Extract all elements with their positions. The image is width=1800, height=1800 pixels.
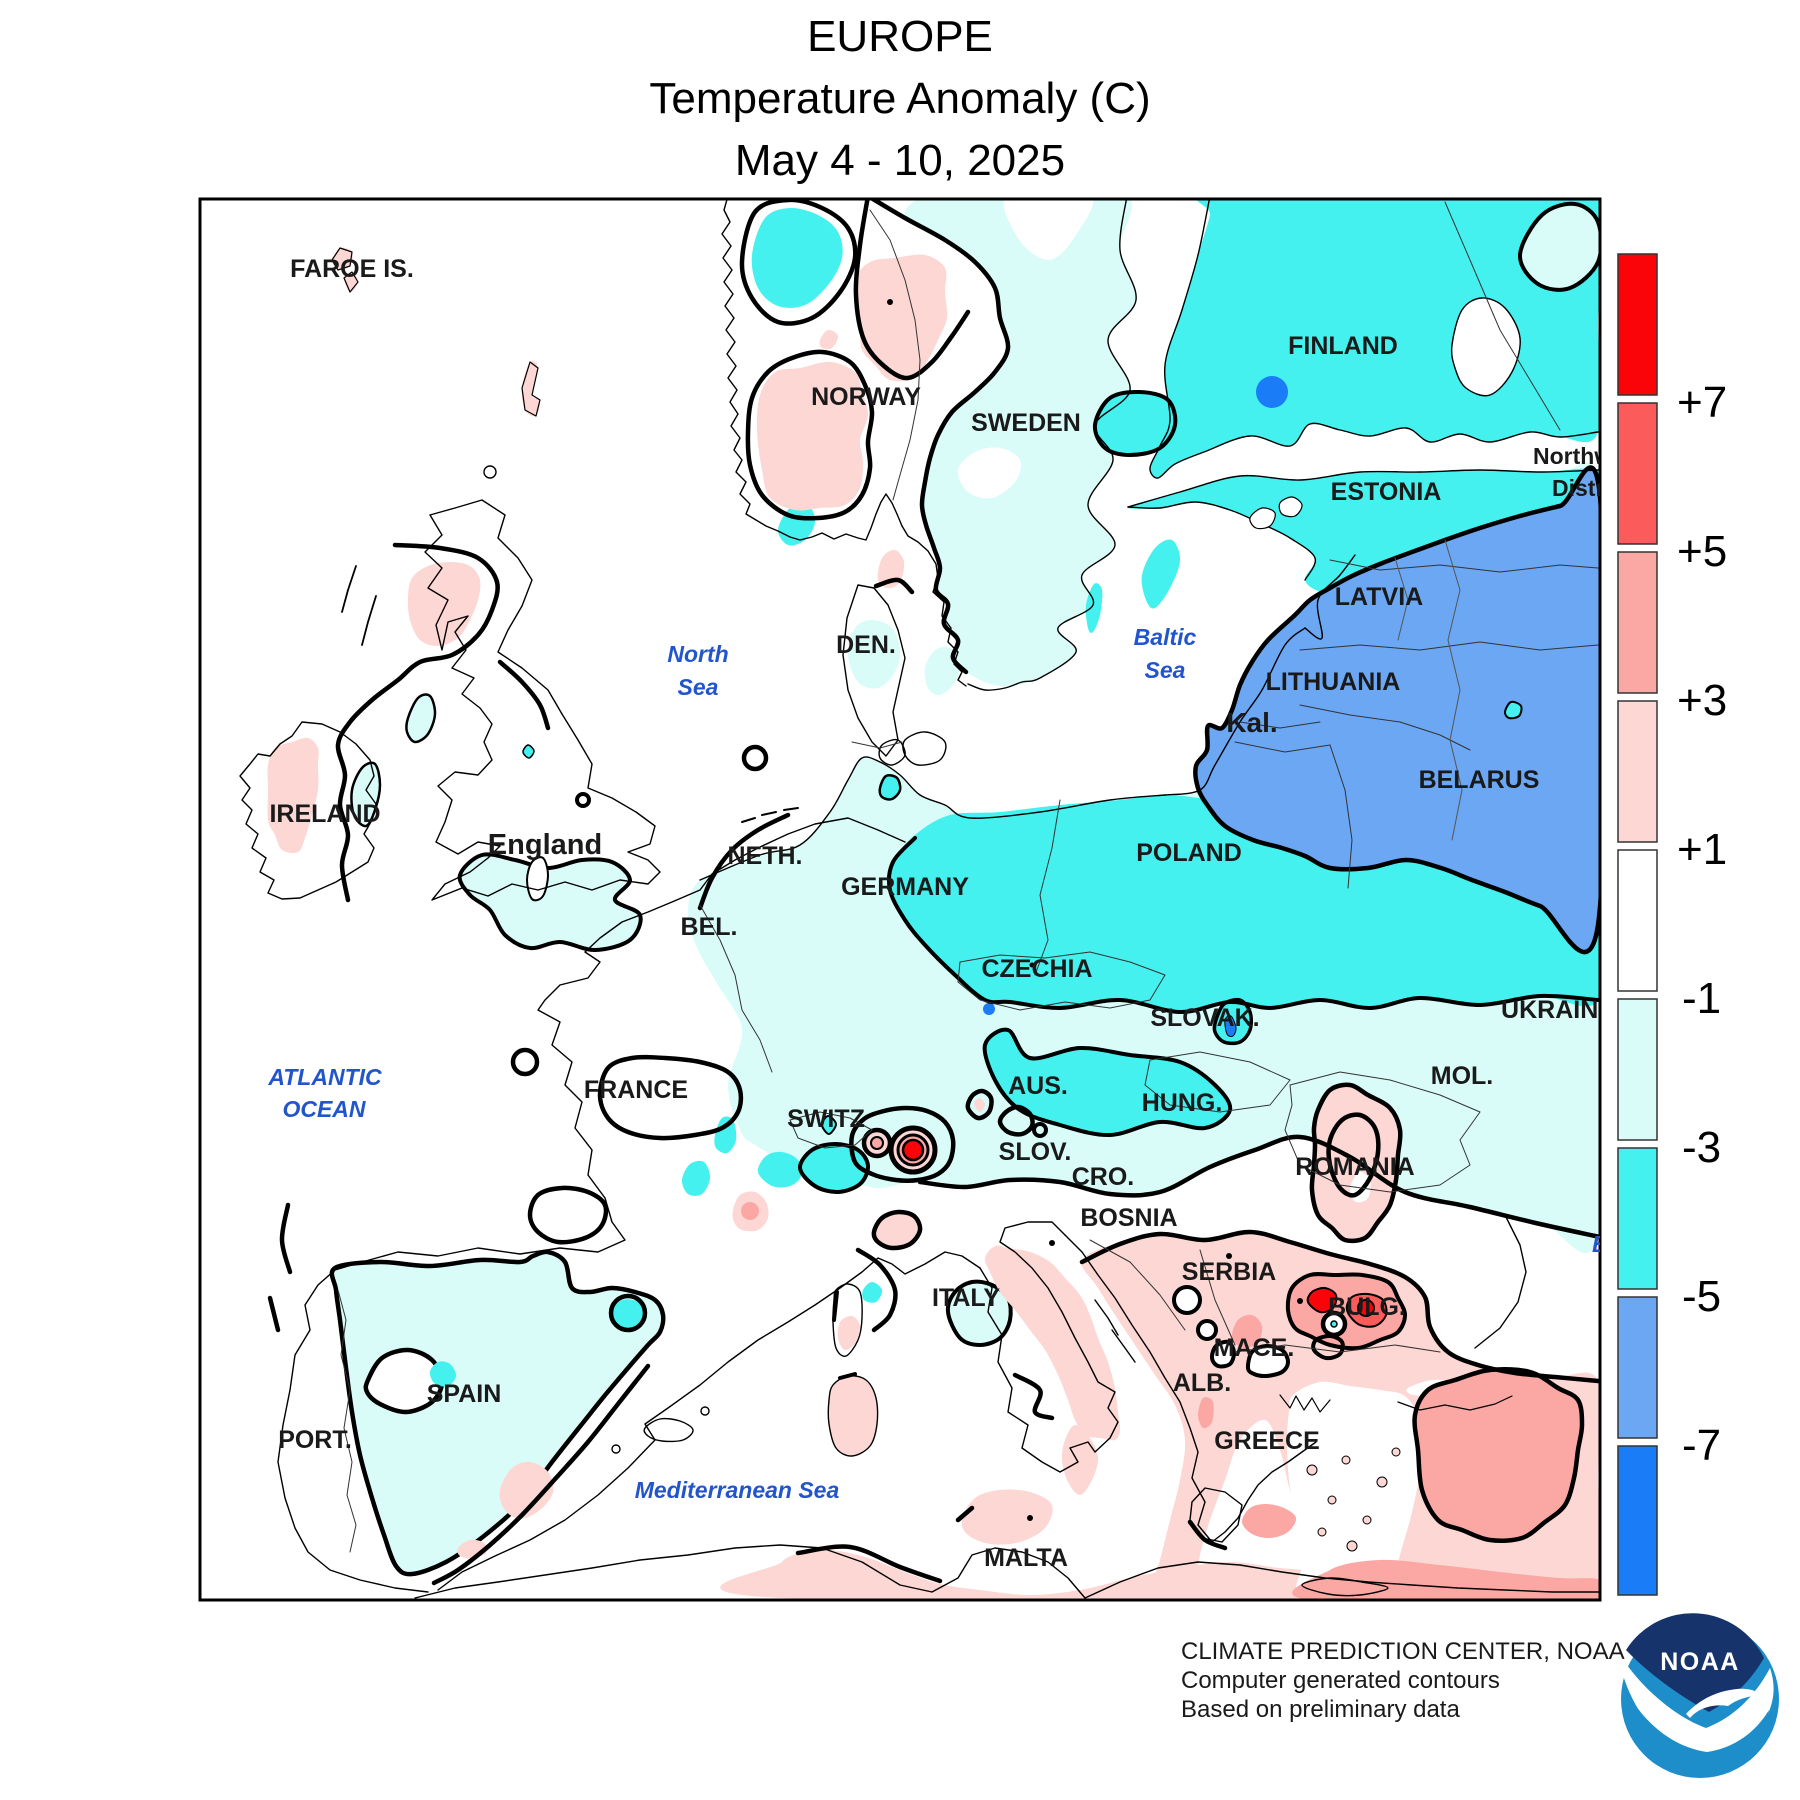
svg-text:Baltic: Baltic — [1134, 624, 1197, 650]
svg-text:+1: +1 — [1677, 825, 1727, 874]
svg-text:+3: +3 — [1677, 676, 1727, 725]
svg-text:BOSNIA: BOSNIA — [1080, 1204, 1177, 1232]
svg-text:Distri: Distri — [1552, 475, 1611, 501]
svg-text:GERMANY: GERMANY — [841, 873, 969, 901]
svg-text:MACE.: MACE. — [1214, 1334, 1295, 1362]
svg-text:DEN.: DEN. — [836, 631, 896, 659]
svg-text:AUS.: AUS. — [1008, 1072, 1068, 1100]
svg-text:-3: -3 — [1682, 1123, 1721, 1172]
svg-text:BEL.: BEL. — [681, 913, 738, 941]
svg-text:+5: +5 — [1677, 527, 1727, 576]
svg-text:Sea: Sea — [678, 674, 719, 700]
svg-text:FRANCE: FRANCE — [584, 1076, 688, 1104]
svg-text:England: England — [488, 829, 602, 861]
svg-text:-1: -1 — [1682, 974, 1721, 1023]
svg-text:-7: -7 — [1682, 1421, 1721, 1470]
svg-text:HUNG.: HUNG. — [1142, 1089, 1223, 1117]
svg-text:Northw: Northw — [1533, 443, 1612, 469]
svg-text:GREECE: GREECE — [1214, 1427, 1320, 1455]
svg-text:May 4 - 10, 2025: May 4 - 10, 2025 — [735, 136, 1065, 185]
svg-text:MOL.: MOL. — [1431, 1062, 1494, 1090]
svg-text:-5: -5 — [1682, 1272, 1721, 1321]
svg-text:ESTONIA: ESTONIA — [1331, 478, 1442, 506]
svg-text:+7: +7 — [1677, 378, 1727, 427]
svg-text:SWEDEN: SWEDEN — [971, 409, 1081, 437]
svg-text:IRELAND: IRELAND — [269, 800, 380, 828]
svg-text:Kal.: Kal. — [1226, 707, 1277, 738]
svg-text:ATLANTIC: ATLANTIC — [267, 1064, 382, 1090]
svg-text:NORWAY: NORWAY — [811, 383, 921, 411]
svg-text:NOAA: NOAA — [1660, 1648, 1740, 1676]
svg-text:ITALY: ITALY — [932, 1284, 1000, 1312]
svg-text:LITHUANIA: LITHUANIA — [1266, 668, 1401, 696]
svg-text:Temperature Anomaly (C): Temperature Anomaly (C) — [649, 74, 1150, 123]
svg-text:Sea: Sea — [1145, 657, 1186, 683]
svg-text:MALTA: MALTA — [984, 1544, 1068, 1572]
svg-text:SWITZ: SWITZ — [787, 1105, 865, 1133]
svg-text:SLOVAK.: SLOVAK. — [1150, 1004, 1259, 1032]
svg-text:EUROPE: EUROPE — [807, 12, 993, 61]
svg-text:Computer generated contours: Computer generated contours — [1181, 1667, 1500, 1694]
svg-text:North: North — [667, 641, 728, 667]
svg-text:OCEAN: OCEAN — [282, 1096, 365, 1122]
svg-text:PORT.: PORT. — [278, 1426, 352, 1454]
svg-text:SPAIN: SPAIN — [427, 1380, 502, 1408]
svg-text:LATVIA: LATVIA — [1335, 583, 1423, 611]
svg-text:B: B — [1592, 1231, 1609, 1257]
svg-text:ALB.: ALB. — [1173, 1369, 1231, 1397]
svg-text:Mediterranean Sea: Mediterranean Sea — [635, 1477, 840, 1503]
svg-text:Based on preliminary data: Based on preliminary data — [1181, 1696, 1460, 1723]
svg-text:FINLAND: FINLAND — [1288, 332, 1398, 360]
svg-text:CRO.: CRO. — [1072, 1163, 1135, 1191]
svg-text:CLIMATE PREDICTION CENTER, NOA: CLIMATE PREDICTION CENTER, NOAA — [1181, 1638, 1625, 1665]
svg-text:SLOV.: SLOV. — [999, 1138, 1072, 1166]
svg-text:BULG.: BULG. — [1328, 1293, 1406, 1321]
svg-text:ROMANIA: ROMANIA — [1295, 1153, 1414, 1181]
svg-text:NETH.: NETH. — [728, 842, 803, 870]
svg-text:FAROE IS.: FAROE IS. — [290, 255, 414, 283]
svg-text:CZECHIA: CZECHIA — [981, 955, 1092, 983]
svg-text:SERBIA: SERBIA — [1182, 1258, 1276, 1286]
svg-text:BELARUS: BELARUS — [1419, 766, 1540, 794]
svg-text:UKRAINE: UKRAINE — [1501, 996, 1615, 1024]
svg-text:POLAND: POLAND — [1136, 839, 1242, 867]
